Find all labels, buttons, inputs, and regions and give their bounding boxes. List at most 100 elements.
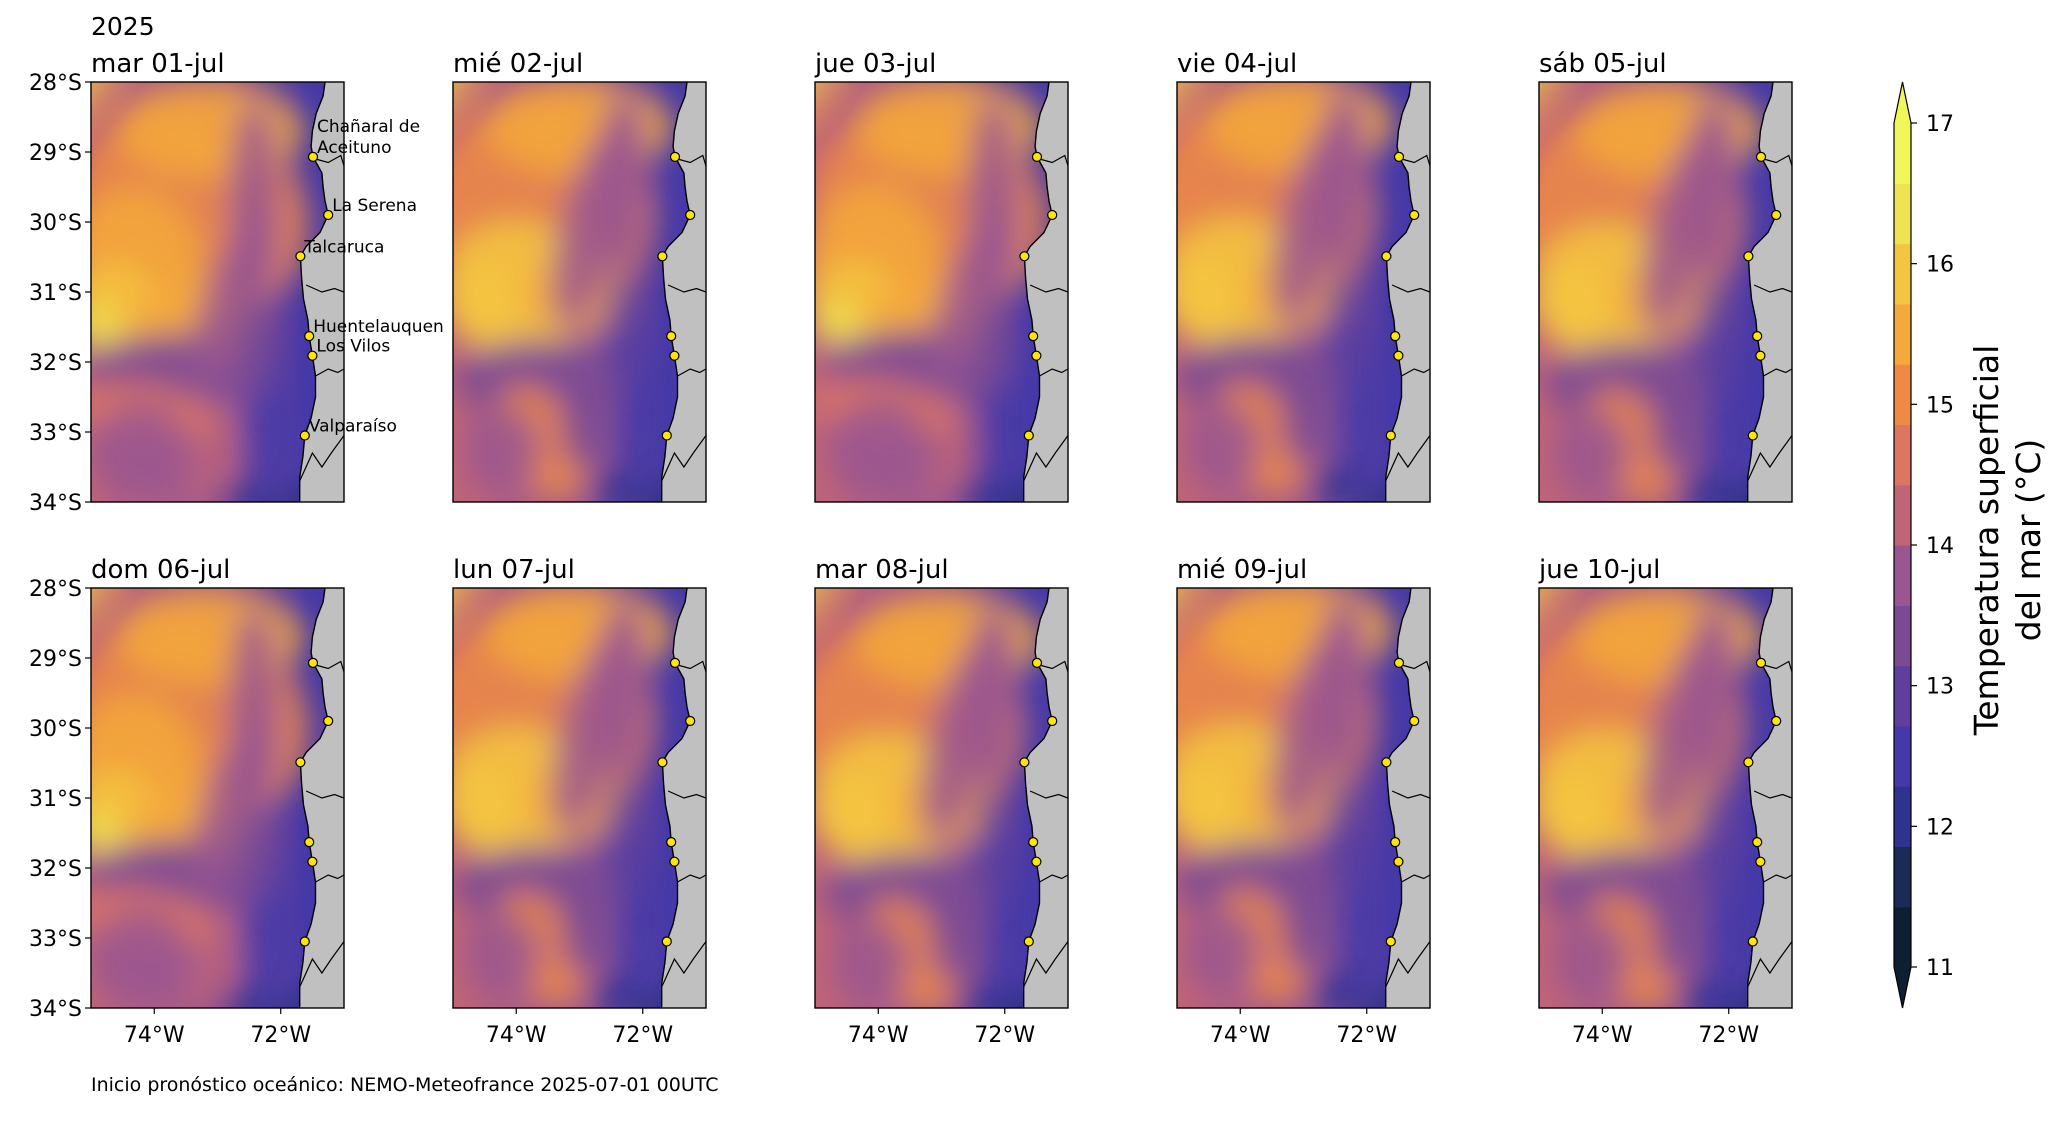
y-tick-label: 31°S xyxy=(29,281,82,306)
year-label: 2025 xyxy=(91,12,155,41)
warm-corner xyxy=(815,82,885,172)
colorbar-extend-max xyxy=(1894,82,1911,123)
colorbar-ticks: 11 12 13 14 15 16 17 xyxy=(1911,112,1954,981)
sst-feature xyxy=(228,609,280,805)
station-marker xyxy=(1771,715,1782,727)
region-border xyxy=(315,368,344,377)
map-panel: mar 08-jul 74°W 72°W xyxy=(814,555,1069,1048)
x-tick-label: 72°W xyxy=(974,1023,1035,1048)
station-label: La Serena xyxy=(332,196,417,216)
y-tick-label: 28°S xyxy=(29,577,82,602)
y-tick-label: 32°S xyxy=(29,351,82,376)
colorbar-bin xyxy=(1894,665,1911,727)
sst-feature xyxy=(1177,763,1243,847)
colorbar-label-line2: del mar (°C) xyxy=(2009,439,2048,642)
station-marker xyxy=(1381,251,1392,262)
sst-feature xyxy=(598,598,650,781)
y-tick-label: 29°S xyxy=(29,141,82,166)
colorbar-bin xyxy=(1894,846,1911,908)
station-marker xyxy=(1031,657,1043,669)
station-marker xyxy=(1393,151,1405,163)
station-marker xyxy=(304,331,315,342)
station-marker xyxy=(1771,209,1782,221)
region-border xyxy=(1029,790,1068,799)
sst-field xyxy=(91,82,344,502)
station-marker xyxy=(1019,757,1030,768)
warm-corner xyxy=(453,588,523,678)
sst-feature xyxy=(228,103,280,299)
sst-feature xyxy=(91,910,191,1008)
station-marker xyxy=(1755,151,1767,163)
sst-feature xyxy=(968,99,1019,296)
sst-feature xyxy=(1318,595,1370,777)
region-border xyxy=(1039,368,1068,377)
y-tick-label: 33°S xyxy=(29,421,82,446)
station-marker xyxy=(299,430,310,441)
station-marker xyxy=(669,657,681,669)
colorbar-extend-min xyxy=(1894,967,1911,1008)
panel-frame xyxy=(1176,81,1431,503)
sst-feature xyxy=(235,299,274,397)
station-marker xyxy=(1409,715,1420,727)
warm-corner xyxy=(453,82,523,172)
warm-corner xyxy=(1539,82,1609,172)
region-border xyxy=(305,284,344,293)
panel-title: mar 01-jul xyxy=(91,49,225,79)
colorbar-bin xyxy=(1894,484,1911,546)
warm-corner xyxy=(1177,588,1247,678)
colorbar-bin xyxy=(1894,243,1911,305)
map-panel: mié 02-jul xyxy=(452,49,707,503)
sst-feature xyxy=(604,274,643,387)
warm-corner xyxy=(91,82,161,172)
station-marker xyxy=(1755,657,1767,669)
sst-feature xyxy=(453,766,523,851)
region-border xyxy=(1753,790,1792,799)
sst-feature xyxy=(191,932,229,1008)
region-border xyxy=(1747,435,1792,482)
footer-note: Inicio pronóstico oceánico: NEMO-Meteofr… xyxy=(91,1074,719,1096)
sst-feature xyxy=(1177,257,1243,341)
sst-feature xyxy=(604,780,643,893)
region-border xyxy=(667,790,706,799)
region-border xyxy=(1763,660,1792,673)
colorbar-tick-label: 16 xyxy=(1926,253,1954,278)
region-border xyxy=(677,154,706,167)
region-border xyxy=(1401,874,1430,883)
station-marker xyxy=(1409,209,1420,221)
region-border xyxy=(1401,154,1430,167)
panel-title: mié 09-jul xyxy=(1177,555,1307,585)
station-label: Aceituno xyxy=(317,138,391,158)
station-marker xyxy=(307,657,319,669)
station-marker xyxy=(1743,757,1754,768)
colorbar-tick-label: 15 xyxy=(1926,393,1954,418)
sst-features xyxy=(1177,588,1395,1008)
station-marker xyxy=(1393,856,1404,867)
sst-feature xyxy=(1325,777,1363,889)
region-border xyxy=(677,368,706,377)
station-marker xyxy=(304,837,315,848)
sst-feature xyxy=(816,773,893,858)
station-marker xyxy=(669,151,681,163)
station-marker xyxy=(323,209,334,221)
region-border xyxy=(1039,874,1068,883)
station-marker xyxy=(1023,936,1034,947)
sst-feature xyxy=(1280,889,1332,973)
sst-field xyxy=(815,588,1068,1008)
station-marker xyxy=(661,430,672,441)
map-panel: jue 10-jul 74°W 72°W xyxy=(1538,555,1793,1048)
region-border xyxy=(661,941,706,988)
region-border xyxy=(1023,435,1068,482)
sst-feature xyxy=(191,426,229,502)
region-border xyxy=(661,435,706,482)
panel-title: mié 02-jul xyxy=(453,49,583,79)
region-border xyxy=(677,874,706,883)
sst-feature xyxy=(91,812,119,854)
sst-feature xyxy=(1694,784,1733,896)
colorbar-bin xyxy=(1894,183,1911,245)
sst-feature xyxy=(1185,910,1262,994)
panel-title: lun 07-jul xyxy=(453,555,575,585)
station-marker xyxy=(657,757,668,768)
region-border xyxy=(1763,154,1792,167)
